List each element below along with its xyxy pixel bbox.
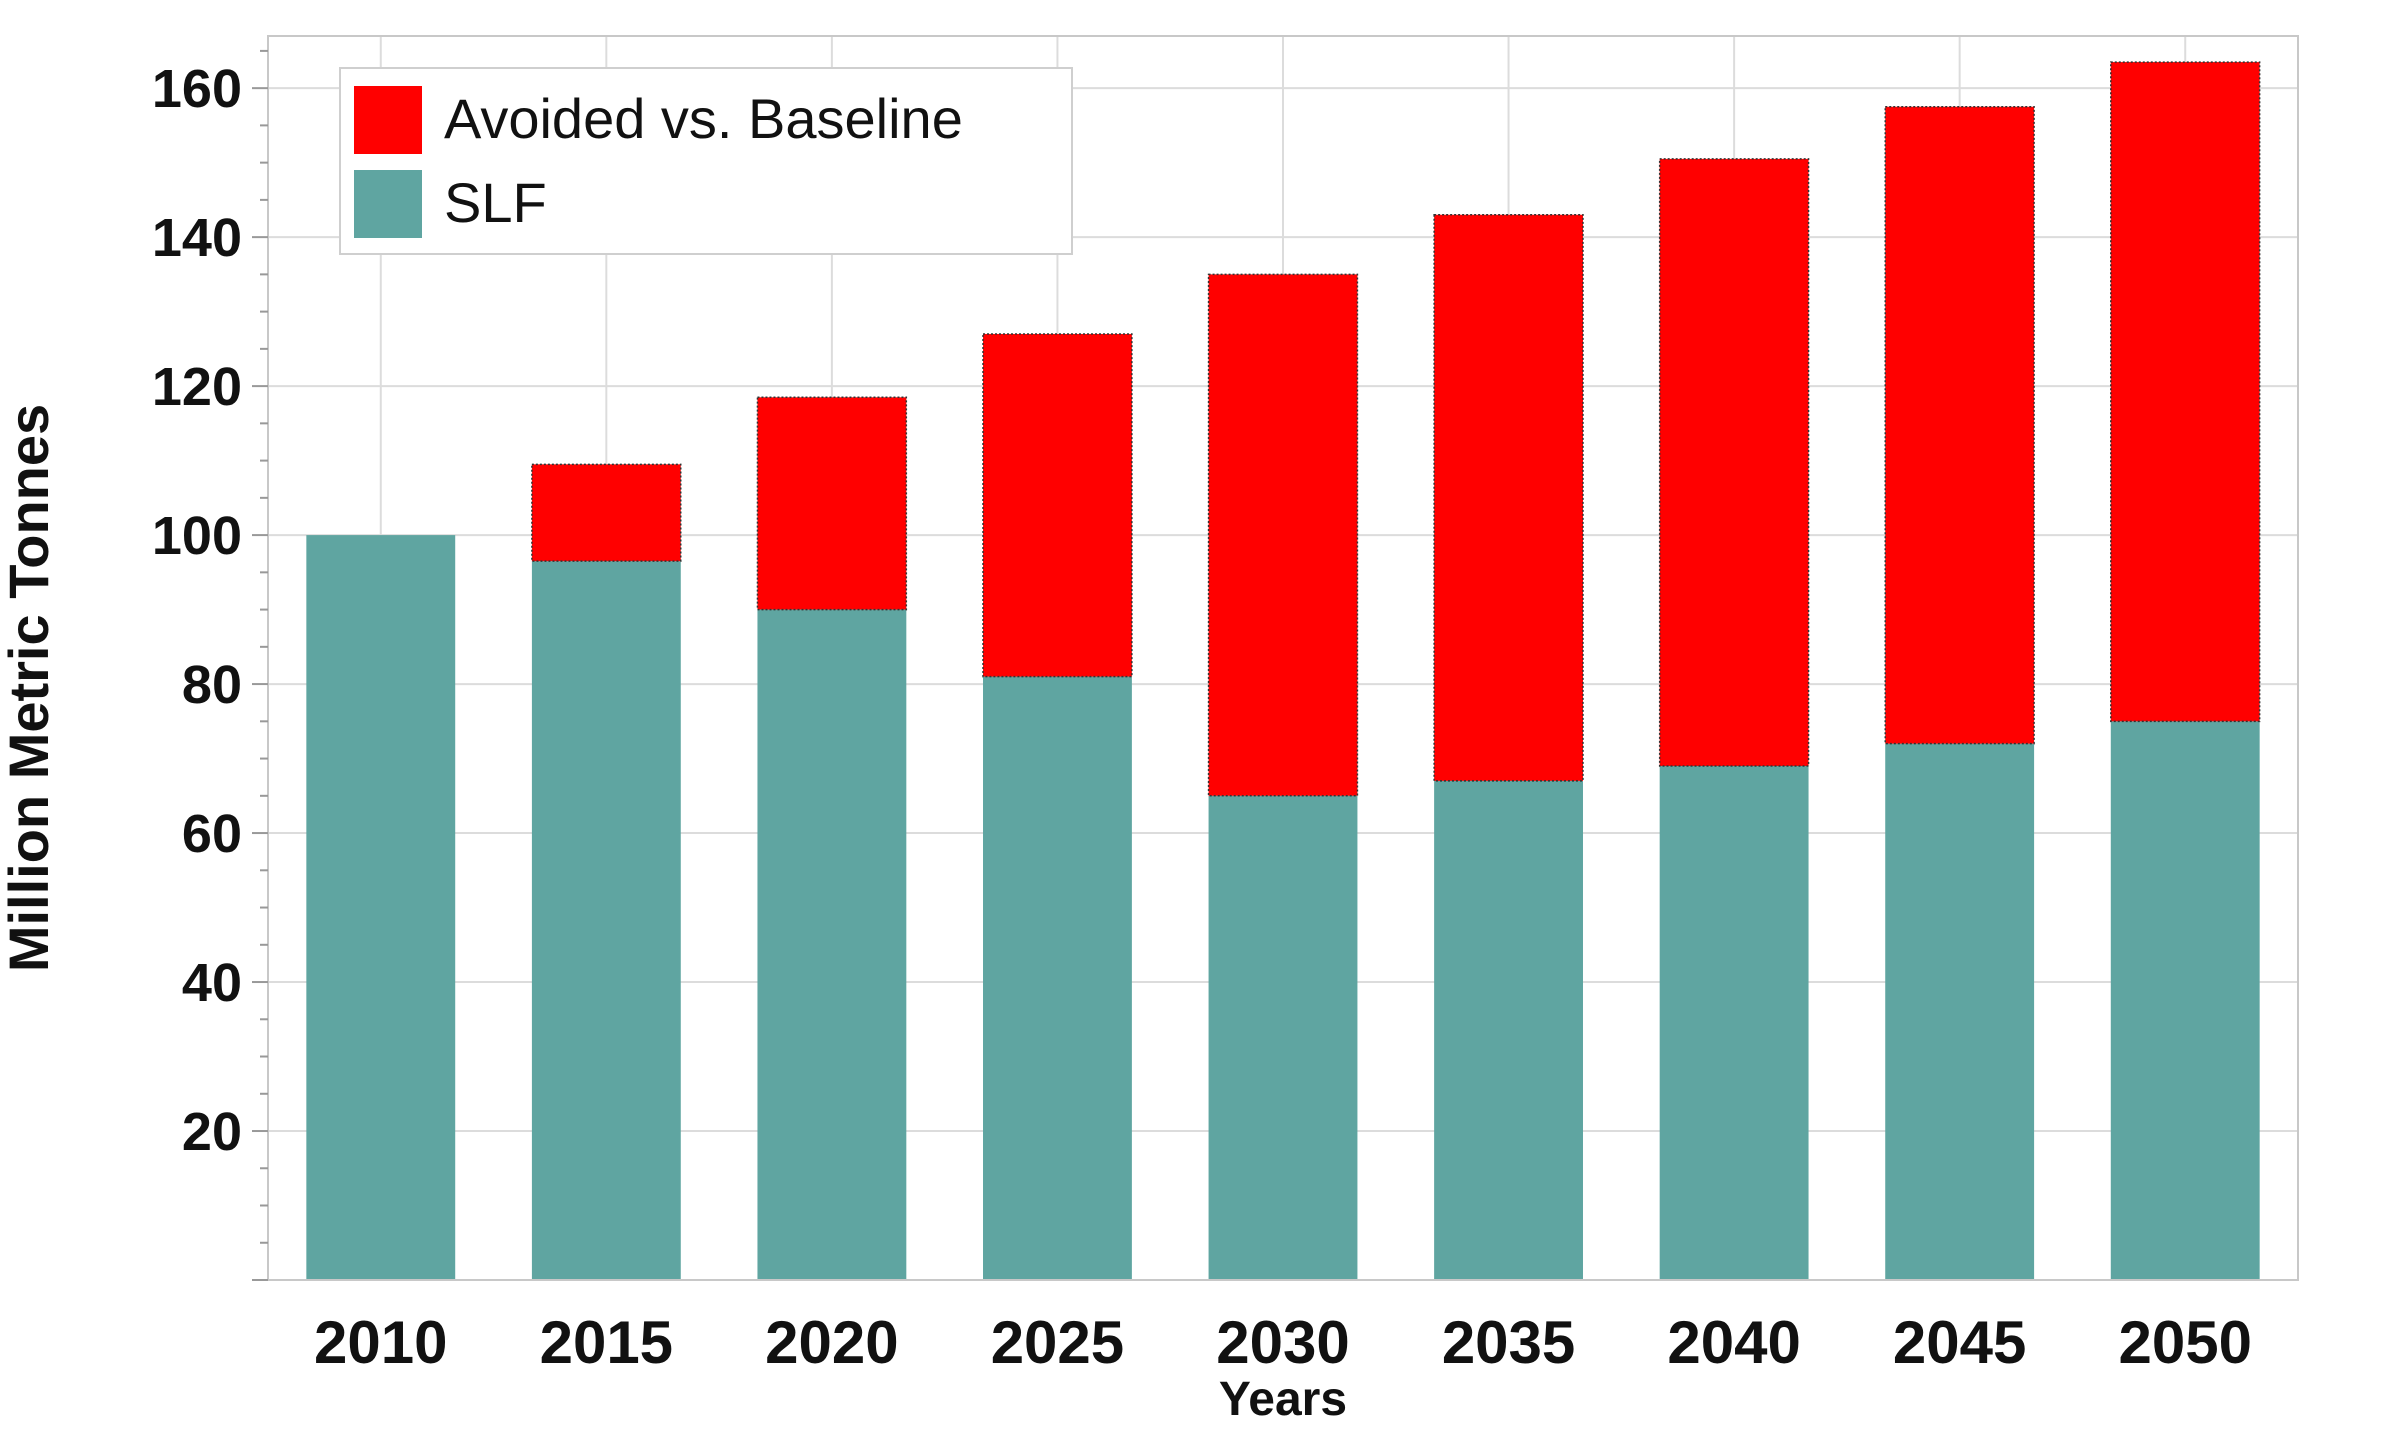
y-tick-label: 140: [152, 208, 242, 268]
bar-slf-2045: [1885, 743, 2035, 1280]
y-axis: 20 40 60 80 100 120 140 160: [152, 36, 269, 1281]
y-axis-title: Million Metric Tonnes: [0, 404, 60, 972]
bar-avoided-vs-baseline-2035: [1433, 214, 1584, 782]
legend-box: [339, 67, 1073, 255]
bar-avoided-vs-baseline-2020: [756, 396, 908, 611]
bar-avoided-vs-baseline-2025: [982, 333, 1133, 678]
x-tick-label: 2040: [1667, 1309, 1800, 1376]
bar-avoided-vs-baseline-2015: [531, 463, 682, 562]
x-tick-label: 2030: [1216, 1309, 1349, 1376]
bar-avoided-vs-baseline-2040: [1658, 158, 1810, 767]
bar-slf-2015: [531, 561, 681, 1280]
y-tick-label: 100: [152, 506, 242, 566]
y-tick-label: 60: [182, 804, 242, 864]
x-tick-label: 2035: [1442, 1309, 1575, 1376]
legend-swatch-slf: [354, 170, 422, 238]
x-axis: 2010 2015 2020 2025 2030 2035 2040 2045 2050: [314, 1309, 2252, 1376]
x-tick-label: 2050: [2118, 1309, 2251, 1376]
legend-label-slf: SLF: [444, 171, 547, 234]
bar-slf-2050: [2110, 721, 2260, 1280]
y-tick-label: 80: [182, 655, 242, 715]
bar-slf-2035: [1434, 780, 1583, 1280]
bars: [306, 61, 2261, 1280]
bar-slf-2010: [306, 535, 456, 1280]
bar-avoided-vs-baseline-2030: [1207, 273, 1359, 797]
bar-slf-2040: [1659, 766, 1809, 1280]
bar-slf-2025: [983, 676, 1132, 1280]
y-tick-label: 20: [182, 1102, 242, 1162]
bar-avoided-vs-baseline-2045: [1884, 106, 2035, 745]
x-tick-label: 2010: [314, 1309, 447, 1376]
legend-label-avoided-vs-baseline: Avoided vs. Baseline: [444, 87, 963, 150]
bar-slf-2030: [1208, 795, 1358, 1280]
y-tick-label: 120: [152, 357, 242, 417]
bar-avoided-vs-baseline-2050: [2110, 61, 2261, 723]
x-tick-label: 2025: [991, 1309, 1124, 1376]
x-tick-label: 2015: [540, 1309, 673, 1376]
x-tick-label: 2045: [1893, 1309, 2026, 1376]
bar-slf-2020: [757, 609, 907, 1280]
y-tick-label: 160: [152, 59, 242, 119]
x-tick-label: 2020: [765, 1309, 898, 1376]
y-tick-label: 40: [182, 953, 242, 1013]
legend: Avoided vs. Baseline SLF: [339, 67, 1073, 255]
x-axis-title: Years: [1219, 1373, 1347, 1426]
legend-swatch-avoided-vs-baseline: [354, 86, 422, 154]
